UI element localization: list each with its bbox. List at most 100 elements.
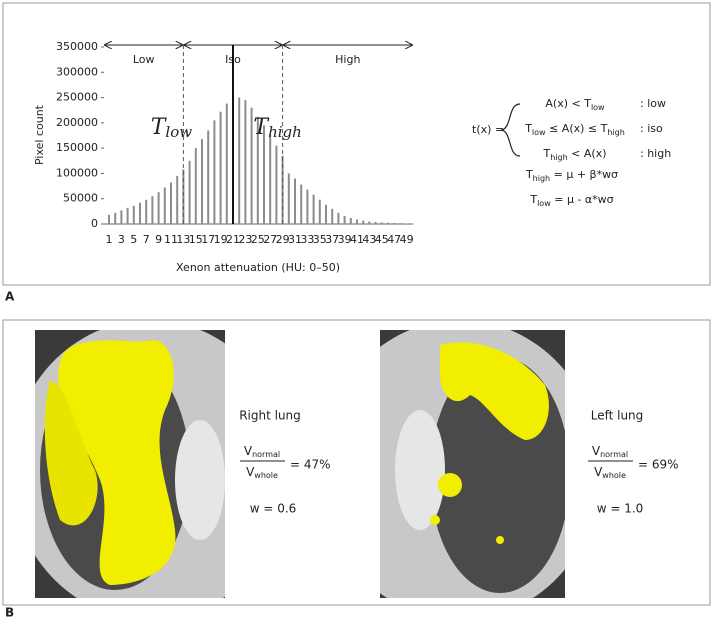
bar — [269, 134, 271, 224]
region-label: High — [335, 53, 360, 66]
threshold-symbol: Tlow — [151, 115, 193, 141]
subscript: normal — [252, 450, 280, 459]
brace — [502, 104, 520, 156]
ct-image-left-lung — [320, 320, 600, 620]
bar — [350, 218, 352, 224]
bar — [406, 223, 408, 224]
threshold-symbol: Thigh — [253, 115, 301, 141]
lung-name: Left lung — [591, 409, 644, 423]
denominator: Vwhole — [246, 465, 278, 480]
bar — [226, 104, 228, 224]
case-result: : low — [640, 97, 666, 110]
subscript: low — [591, 103, 605, 112]
case-condition: Tlow ≤ A(x) ≤ Thigh — [524, 122, 625, 137]
bar — [275, 146, 277, 224]
y-tick-label: 200000 — [56, 116, 98, 129]
text-part: < A(x) — [568, 147, 607, 160]
y-tick-label: 350000 — [56, 40, 98, 53]
bar — [331, 209, 333, 224]
bar — [114, 213, 116, 224]
subscript: normal — [600, 450, 628, 459]
bar — [195, 148, 197, 224]
bar — [139, 203, 141, 224]
bar — [319, 200, 321, 224]
bar — [368, 221, 370, 224]
subscript: high — [550, 153, 567, 162]
case-condition: Thigh < A(x) — [542, 147, 606, 162]
case-result: : iso — [640, 122, 663, 135]
bar — [344, 216, 346, 224]
y-tick-label: 300000 — [56, 65, 98, 78]
x-tick-label: 7 — [143, 233, 150, 246]
x-tick-label: 49 — [400, 233, 414, 246]
subscript: high — [607, 128, 624, 137]
ratio: = 69% — [638, 458, 679, 472]
bar — [151, 196, 153, 224]
subscript: whole — [602, 471, 626, 480]
bar — [189, 161, 191, 224]
panel-label: B — [5, 606, 14, 620]
bar — [399, 223, 401, 224]
bar — [362, 220, 364, 224]
subscript: low — [532, 128, 546, 137]
text-part: ≤ A(x) ≤ T — [546, 122, 608, 135]
bar — [238, 98, 240, 224]
bar — [108, 215, 110, 224]
bar — [325, 205, 327, 224]
text-part: A(x) < T — [545, 97, 591, 110]
bar — [127, 208, 129, 224]
y-axis-title: Pixel count — [33, 104, 46, 165]
weight: w = 1.0 — [597, 502, 644, 516]
bar — [201, 139, 203, 224]
text-part: = μ - α*wσ — [551, 193, 614, 206]
bar — [133, 206, 135, 224]
bar — [300, 185, 302, 224]
ratio: = 47% — [290, 458, 331, 472]
y-tick-label: 250000 — [56, 91, 98, 104]
lung-name: Right lung — [239, 409, 301, 423]
bar — [387, 223, 389, 224]
bar — [164, 188, 166, 224]
case-condition: A(x) < Tlow — [545, 97, 605, 112]
weight: w = 0.6 — [250, 502, 297, 516]
subscript: low — [165, 123, 192, 141]
subscript: whole — [254, 471, 278, 480]
region-label: Low — [133, 53, 155, 66]
bar — [120, 210, 122, 224]
definition: Tlow = μ - α*wσ — [529, 193, 613, 208]
bar — [158, 192, 160, 224]
x-tick-label: 1 — [106, 233, 113, 246]
bar — [306, 190, 308, 224]
bar — [381, 222, 383, 224]
bar — [288, 173, 290, 224]
denominator: Vwhole — [594, 465, 626, 480]
y-tick-label: 100000 — [56, 166, 98, 179]
bar — [145, 200, 147, 224]
case-result: : high — [640, 147, 671, 160]
bar — [313, 195, 315, 224]
x-axis-title: Xenon attenuation (HU: 0–50) — [176, 261, 340, 274]
panel-label: A — [5, 290, 15, 304]
y-tick-label: 50000 — [63, 192, 98, 205]
x-tick-label: 5 — [130, 233, 137, 246]
bar — [176, 176, 178, 224]
bar — [375, 222, 377, 224]
y-tick-label: 150000 — [56, 141, 98, 154]
bar — [393, 223, 395, 224]
bar — [213, 120, 215, 224]
numerator: Vnormal — [592, 444, 628, 459]
x-tick-label: 9 — [155, 233, 162, 246]
bar — [220, 112, 222, 224]
bar — [207, 130, 209, 224]
numerator: Vnormal — [244, 444, 280, 459]
bar — [356, 219, 358, 224]
bar — [244, 100, 246, 224]
text-part: = μ + β*wσ — [550, 168, 618, 181]
subscript: high — [268, 123, 302, 141]
subscript: high — [533, 174, 550, 183]
bar — [337, 213, 339, 224]
bar — [170, 183, 172, 224]
bar — [263, 125, 265, 224]
definition: Thigh = μ + β*wσ — [525, 168, 618, 183]
